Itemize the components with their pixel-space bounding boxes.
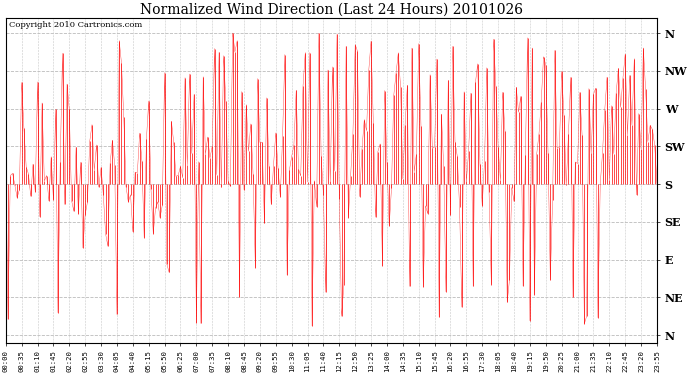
Title: Normalized Wind Direction (Last 24 Hours) 20101026: Normalized Wind Direction (Last 24 Hours… [140, 3, 523, 17]
Text: Copyright 2010 Cartronics.com: Copyright 2010 Cartronics.com [9, 21, 142, 29]
